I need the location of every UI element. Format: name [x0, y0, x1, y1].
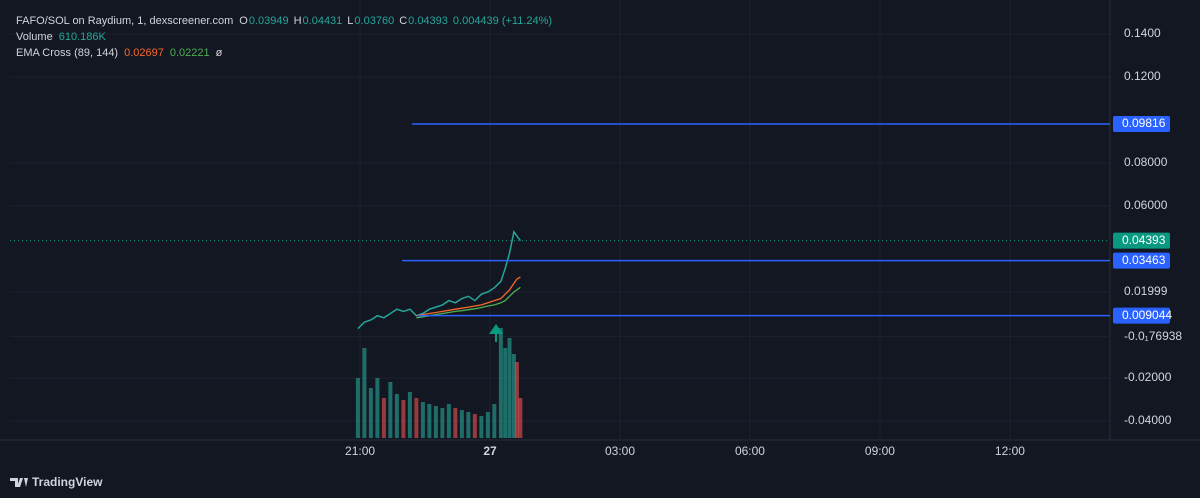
volume-bar [355, 378, 360, 438]
ohlc-value: 0.04431 [303, 15, 343, 27]
price-label: 0.03463 [1122, 253, 1166, 267]
change-value: 0.004439 (+11.24%) [453, 15, 552, 27]
volume-bar [394, 394, 399, 438]
ohlc-key: O [239, 15, 248, 27]
y-tick-label: -0.02000 [1124, 370, 1172, 384]
y-tick-label: 0.06000 [1124, 198, 1168, 212]
volume-bar [485, 412, 490, 438]
x-tick-label: 06:00 [735, 444, 765, 458]
last-price-box [1113, 232, 1170, 249]
price-label-box [1113, 252, 1170, 269]
header: FAFO/SOL on Raydium, 1, dexscreener.com O… [16, 15, 552, 59]
volume-bar [459, 410, 464, 438]
y-tick-label: -0.04000 [1124, 413, 1172, 427]
x-tick-label: 21:00 [345, 444, 375, 458]
volume-bar [401, 400, 406, 438]
x-tick-label: 27 [483, 444, 497, 458]
volume-bar [511, 354, 516, 438]
ohlc-value: 0.03760 [354, 15, 394, 27]
ema-value: 0.02221 [170, 47, 210, 59]
volume-bar [514, 362, 519, 438]
price-label: 0.009044 [1122, 308, 1172, 322]
footer-logo: TradingView [10, 475, 103, 489]
price-label-box [1113, 116, 1170, 133]
volume-bar [362, 348, 367, 438]
y-tick-label: 0.1400 [1124, 26, 1161, 40]
volume-bar [518, 398, 523, 438]
header-title: FAFO/SOL on Raydium, 1, dexscreener.com [16, 15, 233, 27]
volume-label: Volume [16, 31, 53, 43]
y-tick-label: 0.08000 [1124, 155, 1168, 169]
volume-bar [498, 328, 503, 438]
ohlc-key: H [294, 15, 302, 27]
footer-text: TradingView [32, 475, 103, 489]
volume-bar [407, 392, 412, 438]
volume-bar [427, 404, 432, 438]
volume-bar [453, 408, 458, 438]
volume-bar [503, 348, 508, 438]
grid: 0.1400 0.1200 0.08000 0.06000 0.01999 -0.0₁76… [10, 0, 1182, 458]
last-price-label: 0.04393 [1122, 233, 1166, 247]
price-label-box [1113, 307, 1170, 324]
ohlc-value: 0.04393 [408, 15, 448, 27]
ohlc-key: L [347, 15, 353, 27]
volume-bar [375, 378, 380, 438]
volume-bar [446, 404, 451, 438]
ema-value: 0.02697 [124, 47, 164, 59]
plot: 0.09816 0.03463 0.009044 0.04393 [10, 116, 1172, 438]
y-tick-label: -0.0₁76938 [1124, 329, 1182, 343]
volume-bar [507, 338, 512, 438]
x-tick-label: 12:00 [995, 444, 1025, 458]
signal-arrow [489, 324, 503, 342]
logo-icon [10, 478, 28, 487]
x-tick-label: 09:00 [865, 444, 895, 458]
ohlc-value: 0.03949 [249, 15, 289, 27]
x-tick-label: 03:00 [605, 444, 635, 458]
ema-line [416, 276, 521, 317]
volume-value: 610.186K [59, 31, 107, 43]
ema-line [416, 286, 521, 319]
ohlc-key: C [399, 15, 407, 27]
volume-bar [440, 408, 445, 438]
volume-bar [492, 404, 497, 438]
volume-bar [388, 382, 393, 438]
ema-label: EMA Cross (89, 144) [16, 47, 118, 59]
volume-bar [414, 398, 419, 438]
volume-bar [472, 414, 477, 438]
volume-bar [466, 412, 471, 438]
volume-bar [479, 416, 484, 438]
volume-bar [433, 406, 438, 438]
volume-bar [368, 388, 373, 438]
ema-symbol: ø [216, 47, 223, 59]
y-tick-label: 0.01999 [1124, 284, 1168, 298]
volume-bar [381, 398, 386, 438]
price-line [357, 229, 521, 330]
y-tick-label: 0.1200 [1124, 69, 1161, 83]
volume-bar [420, 402, 425, 438]
price-label: 0.09816 [1122, 116, 1166, 130]
